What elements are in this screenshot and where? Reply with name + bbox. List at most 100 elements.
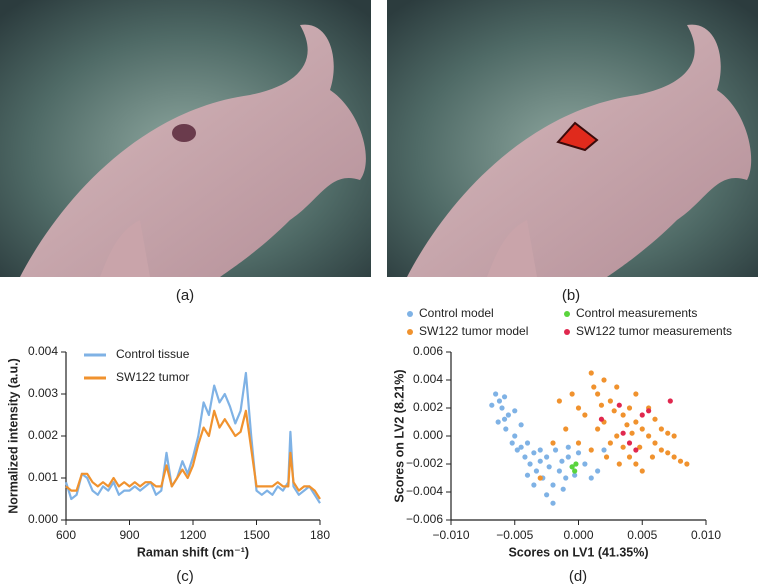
point xyxy=(624,422,630,428)
point xyxy=(588,475,594,481)
point xyxy=(524,440,531,446)
point xyxy=(591,384,597,390)
point xyxy=(501,394,508,400)
point xyxy=(493,391,499,397)
point xyxy=(522,454,528,460)
legend-swatch xyxy=(407,329,413,335)
point xyxy=(509,440,515,446)
x-tick-label: 1500 xyxy=(243,528,270,542)
point xyxy=(563,475,569,481)
point xyxy=(537,447,543,453)
x-tick-label: 900 xyxy=(119,528,139,542)
point xyxy=(537,458,543,464)
point xyxy=(533,468,540,474)
point xyxy=(572,468,578,474)
legend-swatch xyxy=(407,311,413,317)
point xyxy=(573,461,579,467)
y-tick-label: −0.004 xyxy=(406,484,443,498)
y-tick-label: 0.002 xyxy=(413,400,443,414)
point xyxy=(626,440,633,446)
point xyxy=(616,402,622,408)
point xyxy=(550,482,556,488)
legend-label: Control tissue xyxy=(116,347,190,361)
point xyxy=(603,454,610,460)
point xyxy=(537,475,543,481)
point xyxy=(646,433,652,439)
y-tick-label: −0.002 xyxy=(406,456,443,470)
point xyxy=(518,444,524,450)
point xyxy=(588,370,594,376)
point xyxy=(601,447,607,453)
point xyxy=(614,433,620,439)
legend-label: SW122 tumor xyxy=(116,370,189,384)
line-series xyxy=(64,371,321,504)
point xyxy=(582,412,588,418)
point xyxy=(639,412,645,418)
point xyxy=(595,468,601,474)
point xyxy=(582,461,588,467)
photo-b xyxy=(387,0,758,277)
point xyxy=(595,391,601,397)
point xyxy=(550,500,556,506)
point xyxy=(620,444,626,450)
point xyxy=(550,440,556,446)
point xyxy=(556,468,562,474)
x-tick-label: −0.010 xyxy=(432,528,469,542)
point xyxy=(684,461,690,467)
y-tick-label: 0.000 xyxy=(28,512,58,526)
point xyxy=(496,398,503,404)
point xyxy=(546,464,552,470)
x-axis-title: Raman shift (cm⁻¹) xyxy=(137,545,249,559)
panel-label: (b) xyxy=(562,287,580,304)
point xyxy=(637,444,643,450)
point xyxy=(607,398,613,404)
panel-label: (a) xyxy=(176,287,194,304)
x-tick-label: 0.010 xyxy=(691,528,721,542)
point xyxy=(671,433,677,439)
photo-a xyxy=(0,0,371,277)
legend-label: Control model xyxy=(419,306,494,320)
point xyxy=(665,450,671,456)
point xyxy=(527,461,533,467)
point xyxy=(607,440,613,446)
point xyxy=(563,426,569,432)
y-tick-label: 0.002 xyxy=(28,428,58,442)
x-tick-label: 0.005 xyxy=(627,528,657,542)
legend-swatch xyxy=(564,329,570,335)
point xyxy=(639,426,645,432)
point xyxy=(552,447,559,453)
point xyxy=(620,430,626,436)
point xyxy=(649,454,656,460)
point xyxy=(575,440,582,446)
legend-swatch xyxy=(564,311,570,317)
point xyxy=(531,482,537,488)
y-axis-title: Normalized intensity (a.u.) xyxy=(6,358,20,514)
point xyxy=(611,408,617,414)
point xyxy=(633,391,639,397)
point xyxy=(565,454,571,460)
point xyxy=(505,412,511,418)
legend-label: SW122 tumor model xyxy=(419,324,528,338)
point xyxy=(544,454,550,460)
point xyxy=(572,472,578,478)
x-tick-label: 1200 xyxy=(180,528,207,542)
point xyxy=(569,391,575,397)
y-tick-label: 0.001 xyxy=(28,470,58,484)
point xyxy=(512,408,518,414)
point xyxy=(503,426,509,432)
point xyxy=(639,468,645,474)
legend-label: SW122 tumor measurements xyxy=(576,324,732,338)
point xyxy=(559,458,565,464)
point xyxy=(575,405,582,411)
point xyxy=(512,433,518,439)
panel-label: (c) xyxy=(176,568,194,585)
point xyxy=(499,405,505,411)
point xyxy=(518,422,524,428)
x-tick-label: 600 xyxy=(56,528,76,542)
point xyxy=(601,377,607,383)
point xyxy=(633,447,639,453)
point xyxy=(595,426,601,432)
point xyxy=(658,426,664,432)
y-tick-label: 0.004 xyxy=(413,372,443,386)
